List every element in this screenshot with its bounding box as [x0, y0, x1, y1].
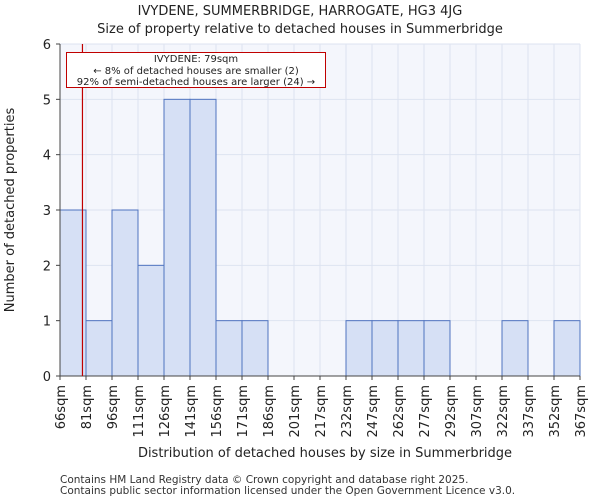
y-tick-label: 1 — [43, 315, 51, 330]
annotation-line-2: ← 8% of detached houses are smaller (2) — [93, 65, 299, 77]
x-tick-label: 171sqm — [236, 385, 251, 438]
histogram-bar — [501, 320, 529, 377]
footer-licence: Contains public sector information licen… — [60, 485, 516, 497]
x-tick-label: 111sqm — [132, 385, 147, 438]
y-tick-label: 3 — [43, 204, 51, 219]
histogram-bar — [371, 320, 399, 377]
y-tick-label: 0 — [43, 370, 51, 385]
histogram-bar — [423, 320, 451, 377]
x-tick-label: 96sqm — [106, 385, 121, 429]
y-axis-title: Number of detached properties — [3, 108, 18, 313]
histogram-bar — [241, 320, 269, 377]
histogram-bar — [215, 320, 243, 377]
x-tick-label: 337sqm — [522, 385, 537, 438]
x-tick-label: 322sqm — [496, 385, 511, 438]
x-tick-label: 186sqm — [262, 385, 277, 438]
annotation-line-3: 92% of semi-detached houses are larger (… — [76, 77, 316, 88]
x-tick-label: 367sqm — [574, 385, 589, 438]
y-tick-label: 2 — [43, 259, 51, 274]
y-tick-label: 6 — [43, 38, 51, 53]
histogram-bar — [345, 320, 373, 377]
x-tick-label: 156sqm — [210, 385, 225, 438]
histogram-bar — [59, 209, 87, 377]
x-tick-label: 247sqm — [366, 385, 381, 438]
x-tick-label: 292sqm — [444, 385, 459, 438]
chart-subtitle: Size of property relative to detached ho… — [97, 22, 503, 37]
y-tick-label: 4 — [43, 149, 51, 164]
annotation-line-1: IVYDENE: 79sqm — [153, 54, 239, 65]
x-tick-label: 217sqm — [314, 385, 329, 438]
histogram-bar — [137, 264, 165, 377]
x-tick-label: 66sqm — [54, 385, 69, 429]
x-tick-label: 201sqm — [288, 385, 303, 438]
footer-copyright: Contains HM Land Registry data © Crown c… — [60, 474, 469, 486]
chart-title: IVYDENE, SUMMERBRIDGE, HARROGATE, HG3 4J… — [137, 4, 463, 19]
histogram-bar — [111, 209, 139, 377]
x-tick-label: 232sqm — [340, 385, 355, 438]
property-annotation-box: IVYDENE: 79sqm ← 8% of detached houses a… — [66, 52, 326, 88]
x-tick-label: 277sqm — [418, 385, 433, 438]
x-tick-label: 352sqm — [548, 385, 563, 438]
histogram-bar — [397, 320, 425, 377]
y-tick-label: 5 — [43, 93, 51, 108]
x-tick-label: 262sqm — [392, 385, 407, 438]
x-axis-title: Distribution of detached houses by size … — [138, 446, 512, 461]
histogram-bar — [163, 98, 191, 377]
x-tick-label: 141sqm — [184, 385, 199, 438]
histogram-bar — [85, 320, 113, 377]
histogram-bar — [553, 320, 581, 377]
x-tick-label: 126sqm — [158, 385, 173, 438]
x-tick-label: 307sqm — [470, 385, 485, 438]
histogram-bar — [189, 98, 217, 377]
x-tick-label: 81sqm — [80, 385, 95, 429]
